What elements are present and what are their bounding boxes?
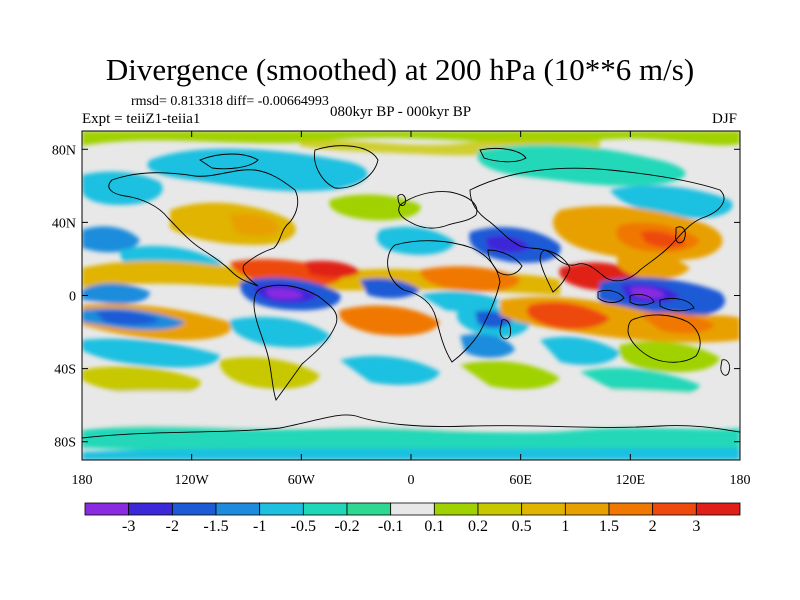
colorbar-swatch [521,502,566,516]
colorbar [84,502,741,516]
colorbar-label: 1 [561,518,570,535]
colorbar-label: -0.5 [290,518,316,535]
colorbar-label: 0.5 [511,518,532,535]
lat-tick-label: 40N [52,216,76,231]
lon-tick-label: 120E [616,473,646,488]
stats-text: rmsd= 0.813318 diff= -0.00664993 [131,94,329,109]
colorbar-label: -1.5 [203,518,229,535]
colorbar-swatch [433,502,479,516]
colorbar-swatch [346,502,392,516]
colorbar-label: 0.2 [468,518,488,535]
colorbar-label: 0.1 [424,518,445,535]
experiment-label: Expt = teiiZ1-teiia1 [82,111,201,127]
colorbar-label: 2 [648,518,657,535]
lat-tick-label: 40S [54,363,76,378]
colorbar-swatch [695,502,741,516]
colorbar-swatch [608,502,654,516]
colorbar-swatch [259,502,304,516]
lat-tick-label: 0 [69,290,76,305]
lat-tick-label: 80N [52,143,76,158]
colorbar-swatch [215,502,261,516]
colorbar-swatch [302,502,348,516]
colorbar-swatch [128,502,173,516]
colorbar-label: 3 [692,518,701,535]
lon-tick-label: 60E [509,473,532,488]
colorbar-swatch [477,502,523,516]
colorbar-label: 1.5 [599,518,619,535]
colorbar-swatch [390,502,435,516]
lon-tick-label: 60W [288,473,316,488]
period-label: 080kyr BP - 000kyr BP [330,104,472,120]
colorbar-swatch [564,502,610,516]
colorbar-label: -0.2 [334,518,360,535]
colorbar-label: -3 [121,518,136,535]
colorbar-swatch [652,502,697,516]
plot-title: Divergence (smoothed) at 200 hPa (10**6 … [105,52,695,87]
lat-tick-label: 80S [54,436,76,451]
lon-tick-label: 180 [72,473,93,488]
colorbar-swatch [84,502,130,516]
lon-tick-label: 120W [175,473,210,488]
field-layer [82,131,740,460]
colorbar-label: -2 [165,518,179,535]
colorbar-label: -0.1 [377,518,404,535]
colorbar-swatch [171,502,217,516]
lon-tick-label: 180 [730,473,751,488]
colorbar-label: -1 [252,518,267,535]
latitude-axis: 80N 40N 0 40S 80S [52,143,740,451]
lon-tick-label: 0 [408,473,415,488]
season-label: DJF [712,111,738,127]
coastlines [82,145,740,439]
longitude-axis: 180 120W 60W 0 60E 120E 180 [72,131,751,488]
